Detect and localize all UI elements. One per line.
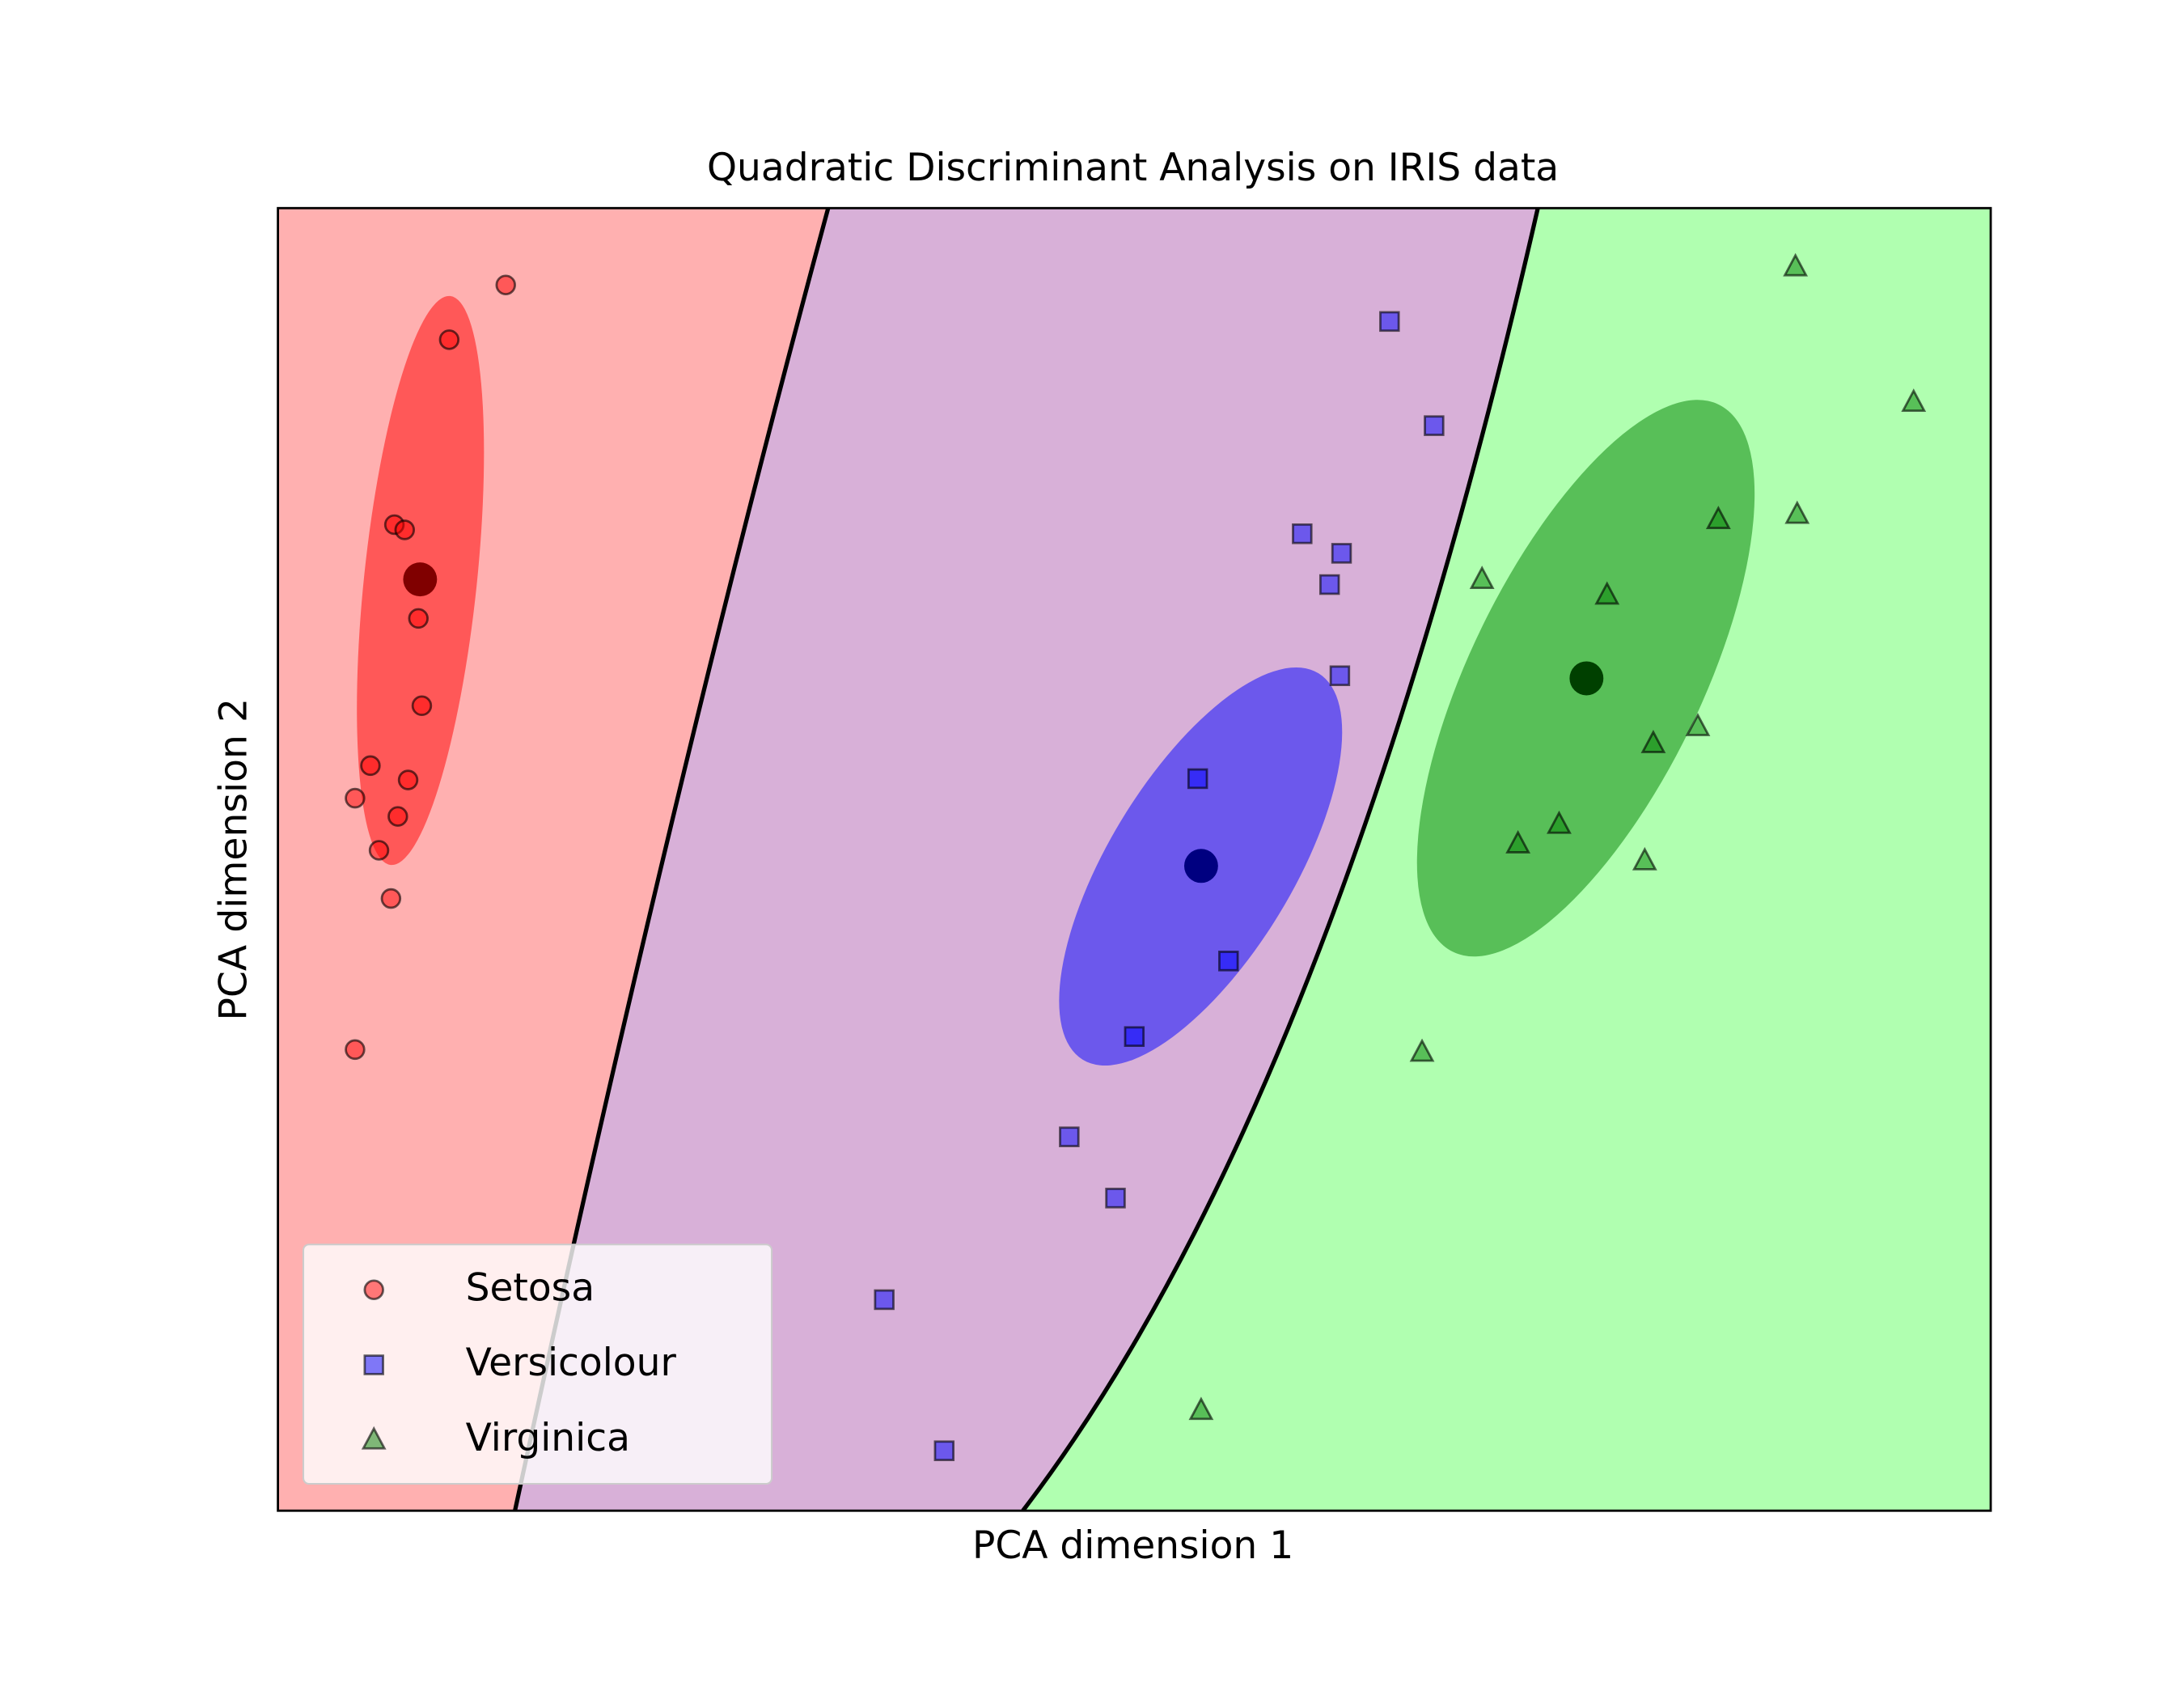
marker-circle <box>411 695 433 717</box>
marker-square <box>363 1354 384 1375</box>
marker-circle <box>438 329 460 350</box>
marker-circle <box>408 608 429 629</box>
chart-title: Quadratic Discriminant Analysis on IRIS … <box>707 146 1559 190</box>
marker-square <box>874 1289 895 1311</box>
marker-triangle <box>1188 1396 1214 1421</box>
marker-square <box>1379 311 1400 333</box>
marker-square <box>933 1440 955 1461</box>
legend-label: Setosa <box>466 1265 595 1310</box>
marker-triangle <box>1784 500 1810 524</box>
legend-label: Virginica <box>466 1416 630 1460</box>
marker-triangle <box>1783 252 1809 277</box>
y-axis-label: PCA dimension 2 <box>211 698 256 1021</box>
marker-circle <box>394 519 416 540</box>
class-mean <box>1569 661 1604 696</box>
marker-triangle <box>1469 566 1495 590</box>
marker-square <box>1218 951 1239 972</box>
marker-square <box>1329 665 1351 687</box>
marker-triangle <box>1547 810 1572 834</box>
class-mean <box>403 562 438 597</box>
marker-square <box>1105 1188 1126 1209</box>
marker-circle <box>363 1279 384 1301</box>
marker-square <box>1331 543 1352 564</box>
marker-square <box>1187 768 1208 790</box>
marker-triangle <box>1632 846 1657 871</box>
marker-circle <box>345 787 366 809</box>
marker-circle <box>360 755 381 777</box>
marker-triangle <box>1685 713 1711 736</box>
marker-square <box>1318 574 1340 595</box>
marker-square <box>1292 523 1313 544</box>
decision-boundary <box>1021 208 1540 1511</box>
legend-box <box>302 1244 773 1485</box>
marker-square <box>1059 1126 1080 1147</box>
marker-triangle <box>1409 1038 1435 1062</box>
marker-circle <box>397 769 419 790</box>
x-axis-label: PCA dimension 1 <box>972 1523 1293 1568</box>
class-mean <box>1183 849 1218 883</box>
marker-circle <box>380 888 402 909</box>
legend: Setosa Versicolour Virginica <box>302 1244 773 1485</box>
plot-frame <box>277 206 1992 1512</box>
marker-square <box>1124 1026 1145 1047</box>
legend-label: Versicolour <box>466 1341 677 1385</box>
marker-circle <box>387 806 408 827</box>
decision-regions <box>277 208 1991 1511</box>
marker-triangle <box>1640 729 1666 753</box>
marker-triangle <box>1594 581 1620 605</box>
marker-circle <box>495 274 516 296</box>
marker-triangle <box>1505 829 1531 854</box>
marker-square <box>1424 415 1445 436</box>
marker-circle <box>368 840 390 861</box>
data-marks <box>345 252 1927 1461</box>
marker-circle <box>345 1039 366 1061</box>
marker-triangle <box>361 1426 387 1450</box>
marker-triangle <box>1901 388 1927 413</box>
marker-triangle <box>1705 506 1731 529</box>
